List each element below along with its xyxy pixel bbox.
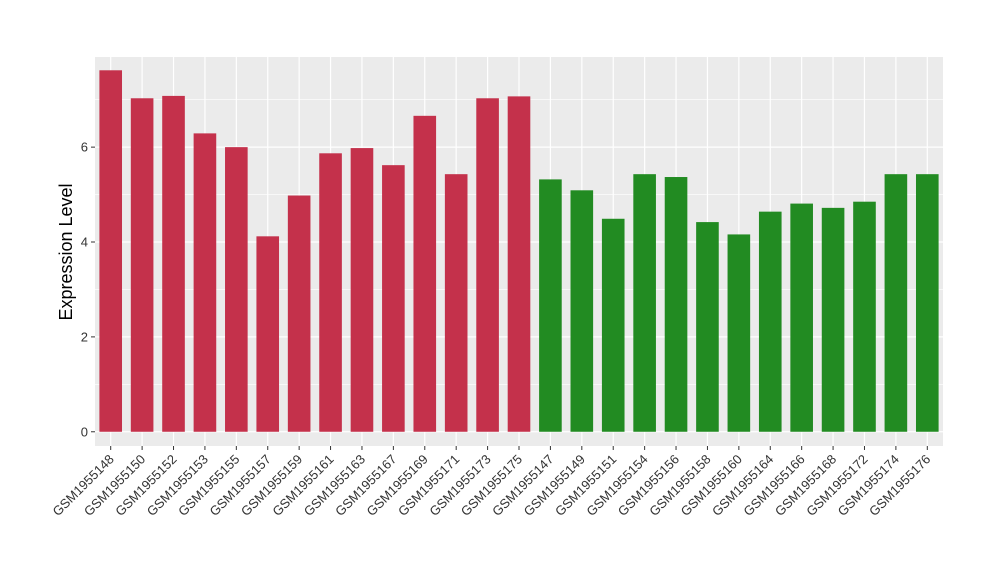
- bar-GSM1955147: [539, 179, 562, 432]
- x-axis: GSM1955148GSM1955150GSM1955152GSM1955153…: [49, 446, 933, 519]
- bar-GSM1955153: [193, 133, 217, 432]
- bar-GSM1955156: [664, 177, 688, 432]
- bar-GSM1955158: [696, 222, 719, 432]
- bar-GSM1955173: [476, 98, 499, 432]
- bar-GSM1955157: [256, 236, 280, 432]
- y-tick-label: 6: [81, 140, 88, 155]
- y-tick-label: 4: [81, 235, 88, 250]
- bar-GSM1955171: [444, 174, 468, 432]
- bar-GSM1955172: [853, 201, 876, 432]
- y-tick-label: 2: [81, 329, 88, 344]
- y-axis-title: Expression Level: [56, 183, 76, 320]
- bar-GSM1955160: [727, 234, 751, 432]
- bar-GSM1955161: [319, 153, 342, 432]
- bar-GSM1955164: [758, 211, 782, 432]
- bar-GSM1955155: [225, 147, 248, 432]
- bar-GSM1955159: [287, 195, 311, 432]
- bar-GSM1955176: [915, 174, 939, 432]
- bar-GSM1955167: [382, 165, 405, 432]
- bar-GSM1955169: [413, 115, 437, 432]
- bar-GSM1955175: [507, 96, 531, 432]
- bar-GSM1955150: [130, 98, 154, 432]
- bars: [99, 70, 939, 432]
- bar-GSM1955152: [162, 95, 185, 432]
- bar-GSM1955148: [99, 70, 123, 432]
- bar-GSM1955151: [601, 218, 625, 432]
- y-tick-label: 0: [81, 424, 88, 439]
- y-axis: 0 2 4 6: [81, 140, 95, 439]
- bar-GSM1955149: [570, 190, 594, 432]
- bar-GSM1955154: [633, 174, 656, 432]
- bar-GSM1955174: [884, 174, 908, 432]
- bar-GSM1955168: [821, 207, 845, 432]
- bar-GSM1955163: [350, 148, 374, 432]
- bar-GSM1955166: [790, 203, 813, 432]
